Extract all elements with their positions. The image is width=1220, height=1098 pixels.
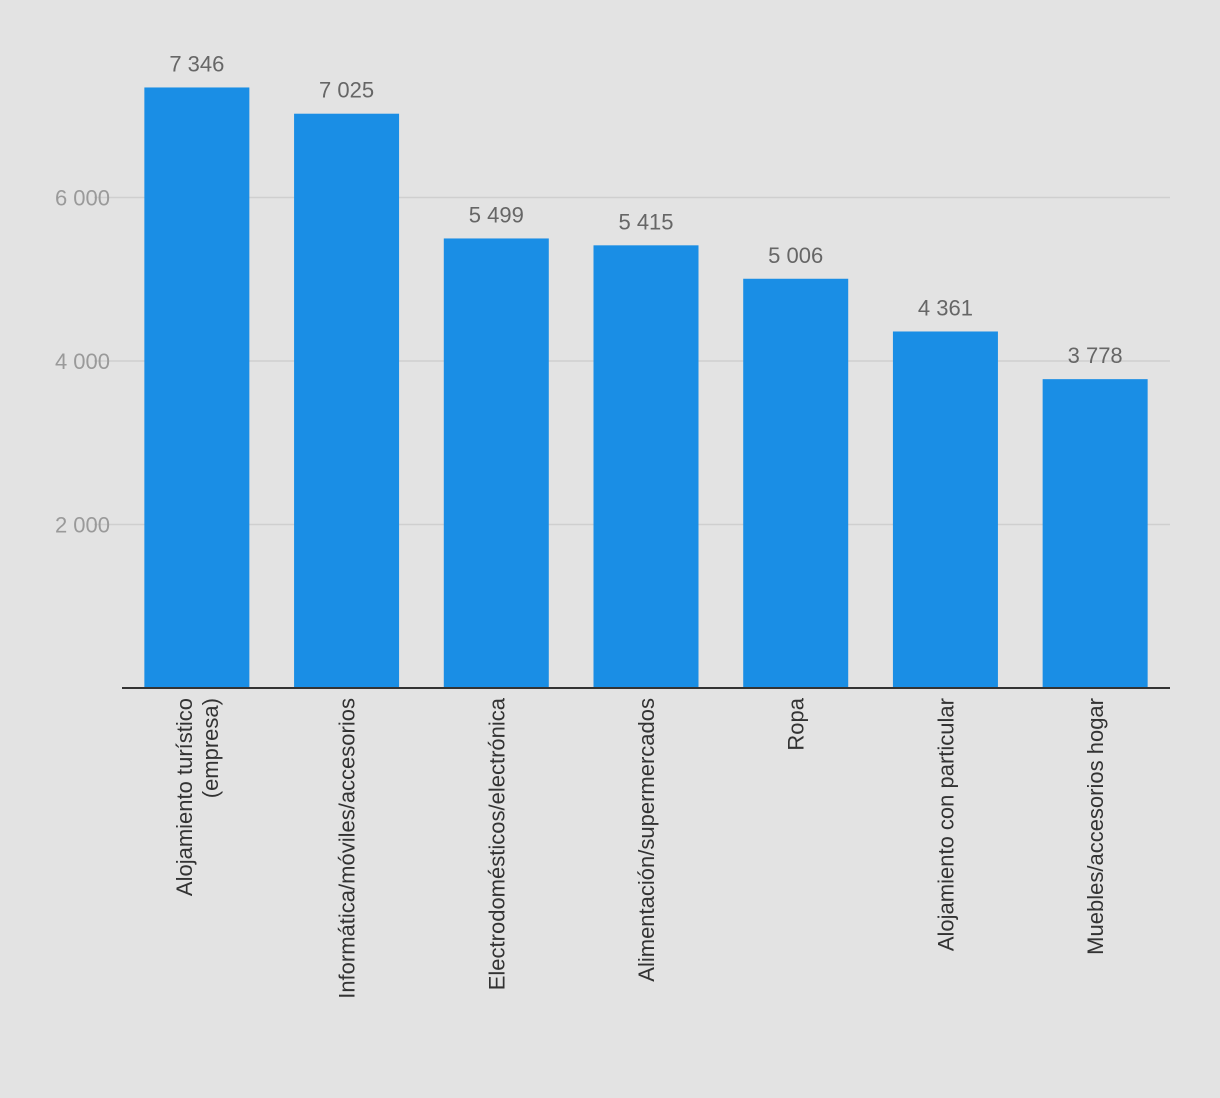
x-tick-label: Electrodomésticos/electrónica — [484, 697, 509, 990]
data-label: 5 006 — [768, 243, 823, 268]
x-tick-label-line: Electrodomésticos/electrónica — [484, 697, 509, 990]
bar — [1042, 379, 1148, 688]
x-tick-label-line: Alojamiento turístico — [172, 698, 197, 896]
bar — [593, 245, 699, 689]
y-tick-label: 4 000 — [55, 349, 110, 374]
x-tick-label-line: Ropa — [784, 697, 809, 750]
bar — [743, 278, 849, 688]
y-tick-label: 6 000 — [55, 186, 110, 211]
data-labels: 7 346 7 025 5 499 5 415 5 006 4 361 3 778 — [169, 51, 1122, 368]
data-label: 5 499 — [469, 202, 524, 227]
data-label: 4 361 — [918, 295, 973, 320]
x-tick-label: Alimentación/supermercados — [634, 698, 659, 982]
x-tick-label: Muebles/accesorios hogar — [1083, 698, 1108, 955]
x-axis-category-labels: Alojamiento turístico (empresa) Informátic… — [172, 697, 1108, 999]
data-label: 7 346 — [169, 51, 224, 76]
bar — [443, 238, 549, 688]
x-tick-label-line: Alimentación/supermercados — [634, 698, 659, 982]
data-label: 3 778 — [1068, 343, 1123, 368]
x-tick-label-line: Muebles/accesorios hogar — [1083, 698, 1108, 955]
data-label: 7 025 — [319, 78, 374, 103]
x-tick-label-line: (empresa) — [198, 698, 223, 798]
data-label: 5 415 — [618, 209, 673, 234]
x-tick-label: Alojamiento con particular — [933, 698, 958, 951]
bars — [144, 87, 1148, 689]
x-tick-label-line: Informática/móviles/accesorios — [335, 698, 360, 999]
x-tick-label: Alojamiento turístico (empresa) — [172, 698, 223, 896]
y-axis-ticks: 2 000 4 000 6 000 — [55, 186, 110, 538]
bar — [144, 87, 250, 689]
x-tick-label: Informática/móviles/accesorios — [335, 698, 360, 999]
bar — [892, 331, 998, 688]
y-tick-label: 2 000 — [55, 513, 110, 538]
x-tick-label-line: Alojamiento con particular — [933, 698, 958, 951]
x-tick-label: Ropa — [784, 697, 809, 750]
bar — [294, 113, 400, 689]
